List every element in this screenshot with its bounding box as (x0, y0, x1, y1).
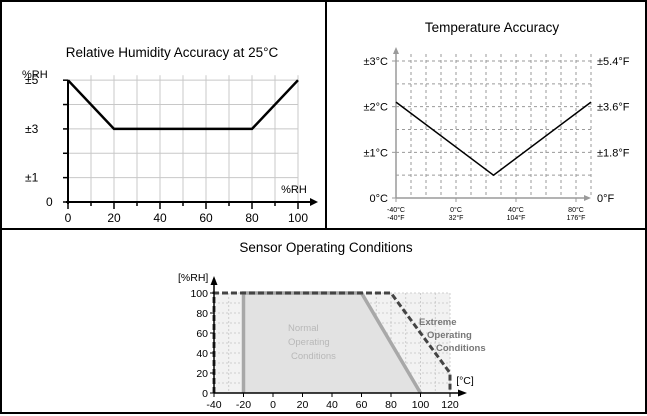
x-tick-label-celsius: 80°C (568, 206, 584, 214)
x-axis-label: [°C] (456, 375, 474, 387)
x-tick-label-celsius: 0°C (450, 206, 462, 214)
x-axis-arrow (310, 198, 318, 206)
x-tick-label: -40 (206, 399, 221, 411)
x-tick-label: 40 (153, 211, 167, 225)
x-tick-label: 100 (288, 211, 308, 225)
y-axis-arrow (210, 276, 218, 285)
temperature-accuracy-panel: -40°C -40°F 0°C 32°F 40°C 104°F 80°C 176°F ±3°C ±… (325, 0, 647, 230)
extreme-region-label: Extreme (419, 317, 457, 328)
rh-accuracy-chart: 0 20 40 60 80 100 ±5 ±3 ±1 0 Relative Humidity Ac… (22, 45, 318, 225)
y-tick-label-left: ±1°C (364, 147, 389, 159)
y-axis-label: [%RH] (178, 272, 208, 284)
x-tick-label-fahrenheit: 32°F (449, 214, 464, 222)
operating-conditions-chart: -40 -20 0 20 40 60 80 100 120 0 20 40 60 80 100 Sensor… (178, 240, 486, 411)
x-tick-label-fahrenheit: 176°F (567, 214, 586, 222)
y-axis-label: %RH (22, 69, 48, 81)
chart-title: Relative Humidity Accuracy at 25°C (66, 45, 279, 60)
chart-title: Sensor Operating Conditions (239, 240, 413, 255)
x-tick-label: 0 (270, 399, 276, 411)
extreme-region-label: Conditions (436, 343, 486, 354)
chart-title: Temperature Accuracy (425, 20, 560, 35)
x-tick-label: -20 (236, 399, 251, 411)
x-tick-label: 80 (245, 211, 259, 225)
y-tick-label-left: ±2°C (364, 102, 389, 114)
x-tick-label-celsius: 40°C (508, 206, 524, 214)
y-tick-label: 0 (46, 195, 53, 209)
y-tick-label: 0 (202, 388, 208, 400)
x-tick-label: 80 (385, 399, 397, 411)
y-tick-label-right: ±5.4°F (597, 56, 630, 68)
y-tick-label-right: 0°F (597, 193, 615, 205)
y-tick-label-right: ±1.8°F (597, 147, 630, 159)
x-tick-label: 60 (356, 399, 368, 411)
operating-conditions-panel: -40 -20 0 20 40 60 80 100 120 0 20 40 60 80 100 Sensor… (0, 228, 647, 414)
x-tick-label: 40 (326, 399, 338, 411)
y-tick-label: 100 (190, 288, 208, 300)
rh-accuracy-panel: 0 20 40 60 80 100 ±5 ±3 ±1 0 Relative Humidity Ac… (0, 0, 327, 230)
y-tick-label-left: ±3°C (364, 56, 389, 68)
x-tick-label-celsius: -40°C (387, 206, 405, 214)
normal-region-boundary (241, 291, 423, 394)
extreme-region-label: Operating (427, 330, 472, 341)
x-axis-arrow (584, 195, 591, 201)
y-axis-arrow (393, 47, 399, 54)
y-tick-label-right: ±3.6°F (597, 102, 630, 114)
x-tick-label-fahrenheit: -40°F (387, 214, 404, 222)
accuracy-line (67, 79, 299, 131)
normal-region-label: Conditions (291, 351, 336, 362)
y-tick-label: 40 (196, 348, 208, 360)
y-tick-label: ±5 (25, 73, 39, 87)
accuracy-line (395, 101, 592, 177)
x-tick-label: 0 (65, 211, 72, 225)
x-tick-label: 20 (297, 399, 309, 411)
x-tick-label-fahrenheit: 104°F (507, 214, 526, 222)
temperature-accuracy-chart: -40°C-40°F0°C32°F40°C104°F80°C176°F±3°C±… (364, 20, 630, 222)
y-tick-label: 20 (196, 368, 208, 380)
x-tick-label: 100 (412, 399, 430, 411)
normal-region-label: Normal (288, 323, 319, 334)
x-axis-arrow (458, 389, 467, 397)
y-tick-label: 80 (196, 308, 208, 320)
x-tick-label: 60 (199, 211, 213, 225)
x-axis-label: %RH (281, 184, 307, 196)
y-tick-label: ±3 (25, 122, 39, 136)
normal-region-label: Operating (288, 337, 330, 348)
x-tick-label: 20 (107, 211, 121, 225)
y-tick-label-left: 0°C (370, 193, 389, 205)
y-tick-label: ±1 (25, 171, 39, 185)
x-tick-label: 120 (441, 399, 459, 411)
y-tick-label: 60 (196, 328, 208, 340)
